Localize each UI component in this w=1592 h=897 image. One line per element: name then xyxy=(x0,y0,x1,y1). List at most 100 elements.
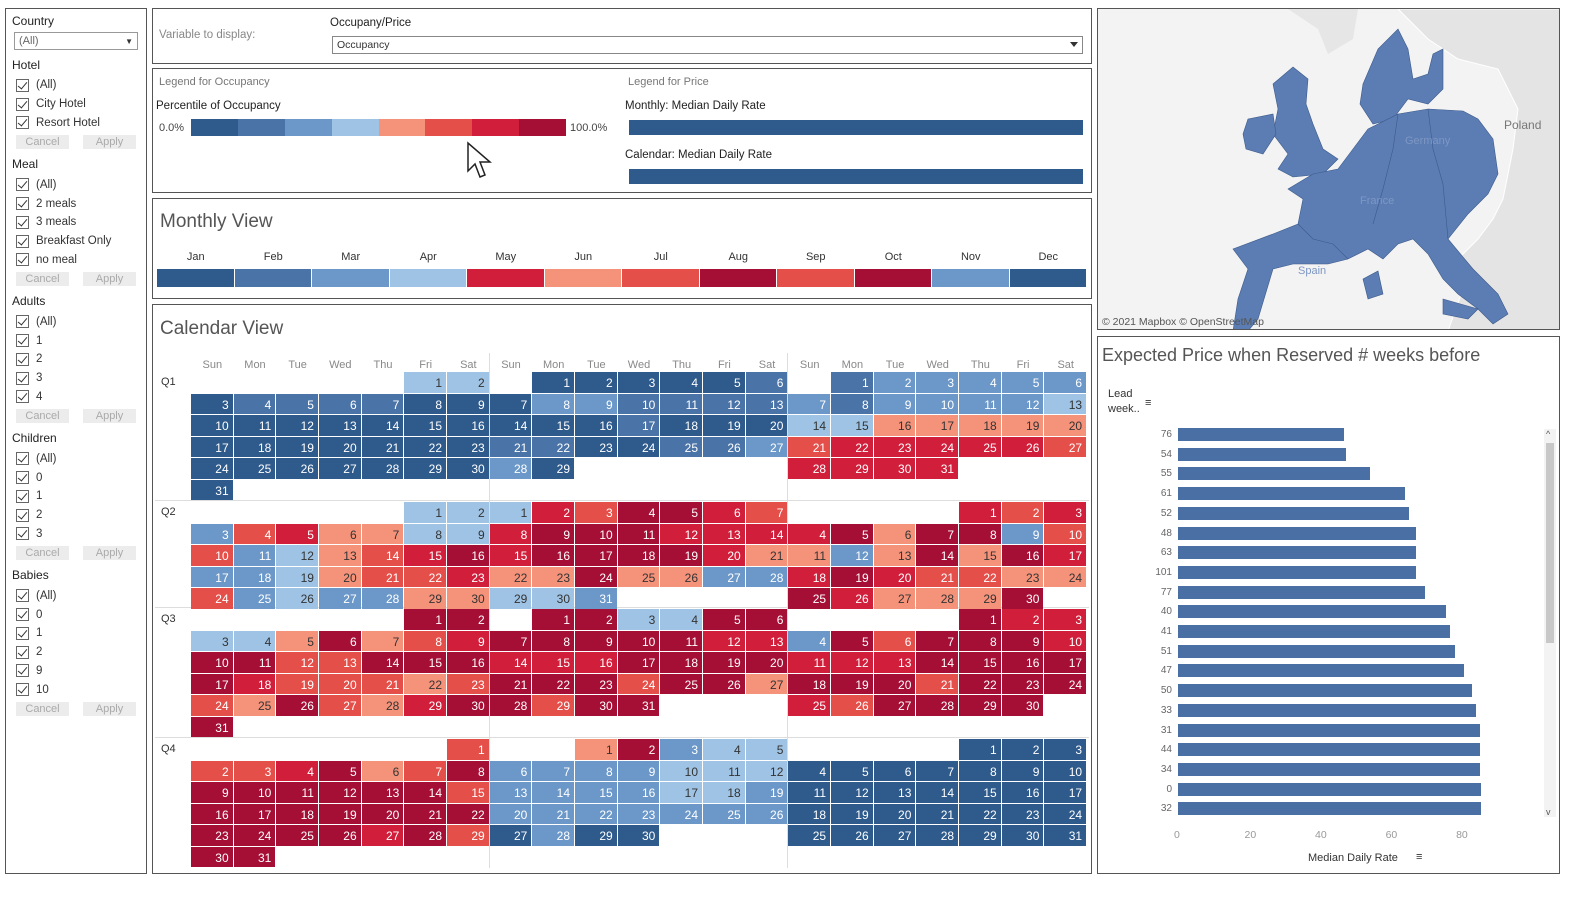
calendar-day[interactable]: 4 xyxy=(959,372,1001,393)
calendar-day[interactable]: 9 xyxy=(447,393,489,414)
calendar-day[interactable]: 24 xyxy=(191,458,233,479)
calendar-day[interactable]: 14 xyxy=(361,415,404,436)
calendar-day[interactable]: 23 xyxy=(447,673,489,694)
calendar-day[interactable]: 19 xyxy=(660,545,703,566)
checkbox-checked-icon[interactable] xyxy=(16,527,29,541)
calendar-day[interactable]: 31 xyxy=(916,458,959,479)
adults-option[interactable]: (All) xyxy=(10,312,142,331)
calendar-day[interactable]: 13 xyxy=(873,652,916,673)
calendar-day[interactable]: 31 xyxy=(617,695,660,716)
calendar-day[interactable]: 26 xyxy=(831,825,873,846)
calendar-day[interactable]: 17 xyxy=(660,782,703,803)
calendar-day[interactable]: 21 xyxy=(916,803,959,824)
calendar-day[interactable]: 15 xyxy=(959,545,1001,566)
calendar-day[interactable]: 16 xyxy=(575,415,617,436)
calendar-day[interactable]: 24 xyxy=(191,695,233,716)
calendar-day[interactable]: 20 xyxy=(873,673,916,694)
calendar-day[interactable]: 2 xyxy=(575,372,617,393)
calendar-day[interactable]: 10 xyxy=(617,393,660,414)
calendar-day[interactable]: 17 xyxy=(617,415,660,436)
calendar-day[interactable]: 27 xyxy=(873,825,916,846)
calendar-day[interactable]: 7 xyxy=(916,523,959,544)
calendar-day[interactable]: 3 xyxy=(575,502,617,523)
calendar-day[interactable]: 29 xyxy=(404,695,446,716)
bar[interactable] xyxy=(1178,487,1406,501)
calendar-day[interactable]: 21 xyxy=(361,566,404,587)
calendar-day[interactable]: 19 xyxy=(703,652,745,673)
checkbox-checked-icon[interactable] xyxy=(16,215,29,229)
calendar-day[interactable]: 19 xyxy=(703,415,745,436)
calendar-day[interactable]: 21 xyxy=(788,436,831,457)
calendar-day[interactable]: 24 xyxy=(1044,673,1087,694)
calendar-day[interactable]: 7 xyxy=(916,630,959,651)
calendar-day[interactable]: 1 xyxy=(959,502,1001,523)
calendar-day[interactable]: 18 xyxy=(617,545,660,566)
calendar-day[interactable]: 3 xyxy=(191,630,233,651)
calendar-day[interactable]: 24 xyxy=(660,803,703,824)
variable-dropdown[interactable]: Occupancy xyxy=(332,36,1083,54)
calendar-day[interactable]: 23 xyxy=(575,436,617,457)
calendar-day[interactable]: 24 xyxy=(916,436,959,457)
month-cell[interactable] xyxy=(389,269,466,287)
calendar-day[interactable]: 2 xyxy=(873,372,916,393)
calendar-day[interactable]: 25 xyxy=(233,695,276,716)
calendar-day[interactable]: 8 xyxy=(404,523,446,544)
calendar-day[interactable]: 18 xyxy=(233,566,276,587)
calendar-day[interactable]: 29 xyxy=(404,458,446,479)
calendar-day[interactable]: 29 xyxy=(532,458,575,479)
calendar-day[interactable]: 19 xyxy=(831,566,873,587)
calendar-day[interactable]: 28 xyxy=(916,695,959,716)
checkbox-checked-icon[interactable] xyxy=(16,683,29,697)
meal-option[interactable]: 2 meals xyxy=(10,194,142,213)
adults-option[interactable]: 1 xyxy=(10,331,142,350)
calendar-day[interactable]: 26 xyxy=(831,588,873,609)
calendar-day[interactable]: 17 xyxy=(1044,652,1087,673)
calendar-day[interactable]: 22 xyxy=(532,673,575,694)
calendar-day[interactable]: 21 xyxy=(361,436,404,457)
calendar-day[interactable]: 3 xyxy=(1044,502,1087,523)
calendar-day[interactable]: 4 xyxy=(660,372,703,393)
calendar-day[interactable]: 19 xyxy=(745,782,788,803)
calendar-day[interactable]: 20 xyxy=(873,803,916,824)
calendar-day[interactable]: 31 xyxy=(1044,825,1087,846)
calendar-day[interactable]: 17 xyxy=(1044,545,1087,566)
calendar-day[interactable]: 16 xyxy=(1001,782,1044,803)
month-cell[interactable] xyxy=(234,269,311,287)
calendar-day[interactable]: 1 xyxy=(404,502,446,523)
calendar-day[interactable]: 8 xyxy=(831,393,873,414)
calendar-day[interactable]: 6 xyxy=(873,630,916,651)
calendar-day[interactable]: 11 xyxy=(788,545,831,566)
scrollbar-thumb[interactable] xyxy=(1546,443,1554,643)
calendar-day[interactable]: 24 xyxy=(617,673,660,694)
calendar-day[interactable]: 2 xyxy=(191,760,233,781)
calendar-day[interactable]: 5 xyxy=(276,523,318,544)
calendar-day[interactable]: 12 xyxy=(831,782,873,803)
map-panel[interactable]: Poland Germany France Spain © 2021 Mapbo… xyxy=(1097,8,1560,330)
calendar-day[interactable]: 5 xyxy=(660,502,703,523)
apply-button[interactable]: Apply xyxy=(83,409,136,424)
calendar-day[interactable]: 28 xyxy=(361,458,404,479)
calendar-day[interactable]: 10 xyxy=(617,630,660,651)
bar[interactable] xyxy=(1178,605,1446,619)
calendar-day[interactable]: 7 xyxy=(788,393,831,414)
calendar-day[interactable]: 10 xyxy=(1044,760,1087,781)
calendar-day[interactable]: 9 xyxy=(1001,760,1044,781)
checkbox-checked-icon[interactable] xyxy=(16,97,29,111)
month-cell[interactable] xyxy=(622,269,699,287)
meal-option[interactable]: Breakfast Only xyxy=(10,232,142,251)
calendar-day[interactable]: 6 xyxy=(489,760,532,781)
calendar-day[interactable]: 3 xyxy=(1044,739,1087,760)
calendar-day[interactable]: 20 xyxy=(873,566,916,587)
apply-button[interactable]: Apply xyxy=(83,702,136,717)
calendar-day[interactable]: 28 xyxy=(788,458,831,479)
calendar-day[interactable]: 15 xyxy=(959,782,1001,803)
calendar-day[interactable]: 19 xyxy=(276,436,318,457)
calendar-day[interactable]: 26 xyxy=(276,458,318,479)
calendar-day[interactable]: 19 xyxy=(1001,415,1044,436)
children-option[interactable]: 0 xyxy=(10,468,142,487)
calendar-day[interactable]: 11 xyxy=(788,652,831,673)
calendar-day[interactable]: 14 xyxy=(489,415,532,436)
checkbox-checked-icon[interactable] xyxy=(16,334,29,348)
children-option[interactable]: 2 xyxy=(10,506,142,525)
bar[interactable] xyxy=(1178,723,1480,737)
